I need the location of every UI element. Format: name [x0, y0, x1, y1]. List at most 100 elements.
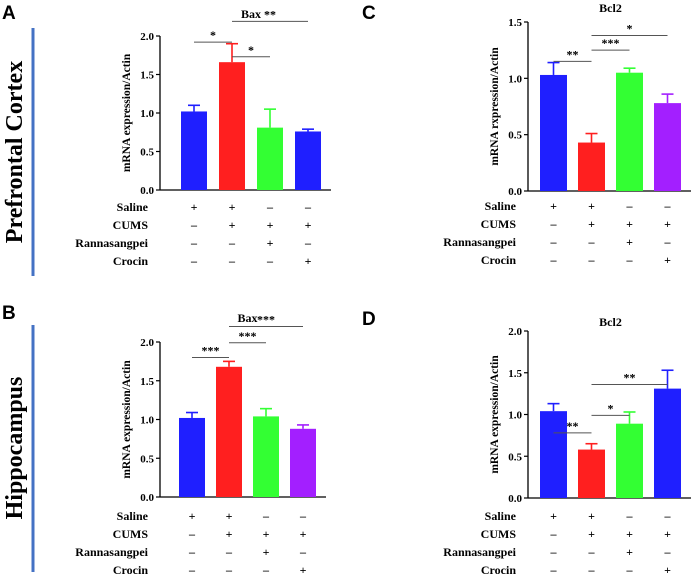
panel-b-title: Bax: [237, 311, 257, 325]
panel-a-sign: +: [229, 200, 236, 214]
panel-b-sig-label-1: ***: [202, 344, 220, 358]
panel-a-chart: Bax 0.0 0.5 1.0 1.5 2.0 mRNA expression/Actin *…: [75, 7, 331, 268]
panel-a-sign: –: [190, 218, 198, 232]
panel-b-y-label: mRNA expression/Actin: [121, 360, 133, 479]
panel-b-bar-2: [216, 366, 242, 497]
panel-c-sign: –: [626, 253, 634, 267]
panel-a-sign: –: [190, 236, 198, 250]
panel-a-row-label-saline: Saline: [117, 200, 149, 214]
panel-c-row-label-crocin: Crocin: [481, 253, 516, 267]
panel-c-y-tick-label: 0.5: [508, 130, 522, 142]
panel-a-sign: +: [229, 218, 236, 232]
panel-b-sign: +: [300, 527, 307, 541]
panel-c-bar-1: [540, 74, 567, 191]
panel-c-row-label-rannasangpei: Rannasangpei: [443, 235, 516, 249]
panel-c-sig-label-1: **: [567, 47, 579, 61]
panel-a-sign: –: [228, 236, 236, 250]
panel-c-sign: –: [550, 253, 558, 267]
panel-c-y-tick-label: 0.0: [508, 186, 522, 198]
panel-c-sign: +: [664, 253, 671, 267]
panel-c-sig-label-3: *: [627, 22, 633, 36]
panel-a-y-tick-label: 1.5: [140, 70, 154, 82]
panel-b-bar-1: [179, 417, 205, 497]
panel-b-sign: +: [263, 527, 270, 541]
panel-a-sign: +: [191, 200, 198, 214]
panel-a-y-label: mRNA expression/Actin: [121, 53, 133, 172]
panel-b-y-tick-label: 0.0: [140, 492, 154, 504]
panel-a-y-tick-label: 2.0: [140, 31, 154, 43]
panel-b-y-tick-label: 0.5: [140, 453, 154, 465]
panel-c-sign: +: [626, 235, 633, 249]
panel-d-title: Bcl2: [599, 315, 622, 329]
panel-c-sign: +: [550, 199, 557, 213]
panel-b-sign: +: [189, 509, 196, 523]
panel-b-sign: –: [225, 563, 233, 577]
panel-a-sig-label-2: *: [248, 43, 254, 57]
panel-b-sign: +: [226, 527, 233, 541]
panel-d-sign: –: [664, 545, 672, 559]
panel-letter-c: C: [362, 3, 376, 24]
panel-a-y-tick-label: 0.0: [140, 185, 154, 197]
panel-b-sign: +: [300, 563, 307, 577]
region-label-prefrontal: Prefrontal Cortex: [2, 61, 28, 243]
panel-a-bar-1: [181, 111, 207, 190]
region-label-hippocampus: Hippocampus: [2, 377, 28, 520]
panel-c-title: Bcl2: [599, 1, 622, 15]
panel-c-y-tick-label: 1.5: [508, 17, 522, 29]
panel-a-sign: +: [267, 236, 274, 250]
panel-b-sign: +: [263, 545, 270, 559]
panel-d-sign: +: [626, 527, 633, 541]
panel-a-bar-4: [295, 131, 321, 190]
panel-a-sign: –: [190, 254, 198, 268]
panel-c-row-label-cums: CUMS: [481, 217, 517, 231]
panel-c-sign: –: [550, 217, 558, 231]
panel-a-y-tick-label: 1.0: [140, 108, 154, 120]
panel-a-bar-3: [257, 127, 283, 190]
panel-c-bar-4: [654, 103, 681, 191]
panel-d-row-label-saline: Saline: [485, 509, 517, 523]
panel-b-sig-label-2: ***: [239, 329, 257, 343]
panel-d-sig-label-2: *: [608, 401, 614, 415]
panel-b-y-tick-label: 1.0: [140, 415, 154, 427]
panel-a-sign: +: [305, 254, 312, 268]
panel-b-sig-label-3: ***: [257, 313, 275, 327]
panel-c-bar-3: [616, 72, 643, 191]
panel-c-sign: –: [626, 199, 634, 213]
panel-b-bar-4: [290, 428, 316, 497]
panel-c-sign: –: [664, 235, 672, 249]
panel-d-y-tick-label: 1.5: [508, 368, 522, 380]
panel-d-y-tick-label: 0.5: [508, 451, 522, 463]
panel-d-sign: –: [664, 509, 672, 523]
panel-b-row-label-cums: CUMS: [113, 527, 149, 541]
panel-c-sign: –: [588, 253, 596, 267]
panel-d-bar-4: [654, 388, 681, 498]
panel-a-bar-2: [219, 62, 245, 190]
panel-b-sign: –: [299, 509, 307, 523]
panel-d-sign: +: [626, 545, 633, 559]
panel-b-row-label-saline: Saline: [117, 509, 149, 523]
panel-c-sign: –: [550, 235, 558, 249]
panel-d-y-tick-label: 0.0: [508, 493, 522, 505]
panel-letter-b: B: [2, 303, 16, 324]
panel-letter-a: A: [2, 3, 16, 24]
panel-a-sign: –: [304, 236, 312, 250]
panel-c-sign: –: [664, 199, 672, 213]
panel-a-y-tick-label: 0.5: [140, 147, 154, 159]
panel-d-y-tick-label: 2.0: [508, 326, 522, 338]
panel-d-sign: +: [588, 509, 595, 523]
panel-c-sign: +: [588, 217, 595, 231]
panel-c-sign: –: [588, 235, 596, 249]
panel-c-y-label: mRNA rxpression/Actin: [489, 47, 501, 166]
panel-a-sign: –: [266, 254, 274, 268]
panel-b-row-label-rannasangpei: Rannasangpei: [75, 545, 148, 559]
panel-d-sign: –: [588, 563, 596, 577]
panel-b-sign: –: [188, 563, 196, 577]
panel-d-sig-label-1: **: [567, 419, 579, 433]
panel-b-y-tick-label: 2.0: [140, 337, 154, 349]
panel-b-sign: –: [262, 563, 270, 577]
panel-letter-d: D: [362, 309, 376, 330]
panel-c-sig-label-2: ***: [602, 36, 620, 50]
panel-d-bar-1: [540, 411, 567, 498]
panel-d-bar-3: [616, 423, 643, 498]
